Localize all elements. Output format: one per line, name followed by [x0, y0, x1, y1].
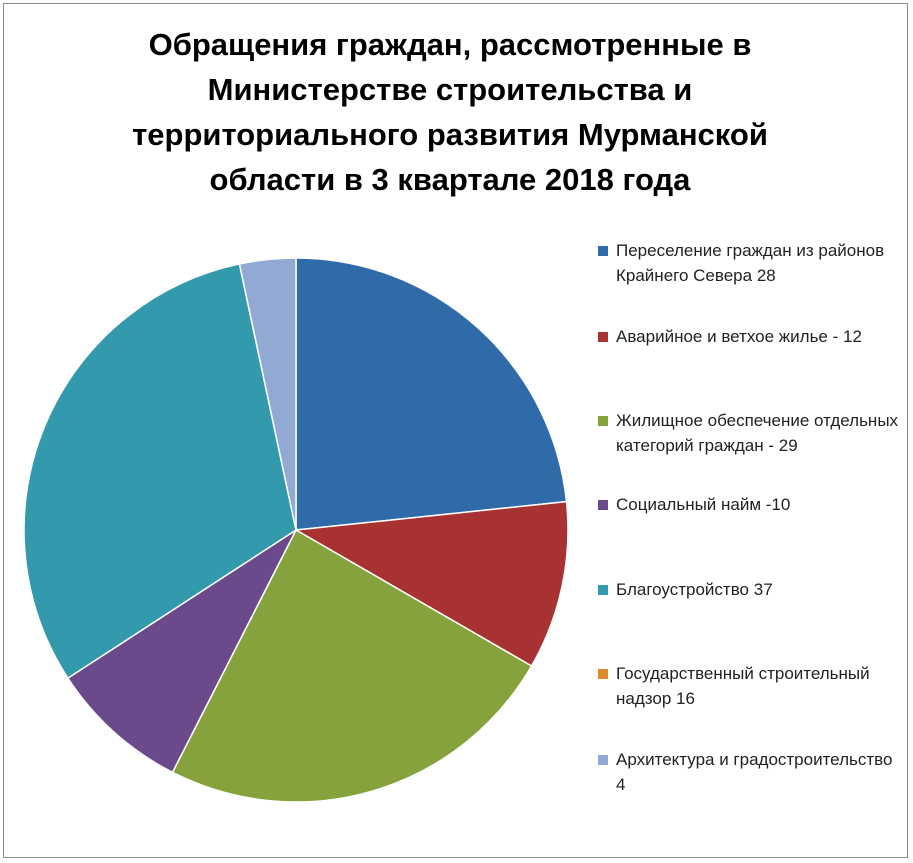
- legend-label: Жилищное обеспечение отдельных категорий…: [616, 411, 899, 455]
- legend-swatch: [598, 500, 608, 510]
- chart-title-line-1: Обращения граждан, рассмотренные в: [148, 27, 752, 62]
- legend-label: Благоустройство 37: [616, 580, 773, 599]
- legend-swatch: [598, 332, 608, 342]
- pie-slice-0: [295, 257, 568, 531]
- pie-slice-1: [293, 500, 569, 668]
- pie-slice-2: [171, 528, 533, 803]
- legend-label: Архитектура и градостроительство 4: [616, 750, 893, 794]
- pie-slice-6: [238, 257, 297, 531]
- legend-label: Переселение граждан из районов Крайнего …: [616, 241, 885, 285]
- legend-swatch: [598, 755, 608, 765]
- legend-swatch: [598, 585, 608, 595]
- chart-title-line-4: области в 3 квартале 2018 года: [209, 162, 691, 197]
- legend-swatch: [598, 416, 608, 426]
- legend-label: Государственный строительный надзор 16: [616, 664, 870, 708]
- chart-title: Обращения граждан, рассмотренные в Минис…: [60, 22, 840, 202]
- legend-label: Социальный найм -10: [616, 495, 791, 514]
- legend-label: Аварийное и ветхое жилье - 12: [616, 327, 862, 346]
- pie-slice-3: [66, 527, 298, 774]
- chart-title-line-2: Министерстве строительства и: [207, 72, 693, 107]
- legend-swatch: [598, 246, 608, 256]
- chart-title-line-3: территориального развития Мурманской: [132, 117, 768, 152]
- legend-swatch: [598, 669, 608, 679]
- pie-slice-4: [23, 263, 297, 680]
- chart-legend: Переселение граждан из районов Крайнего …: [598, 238, 898, 808]
